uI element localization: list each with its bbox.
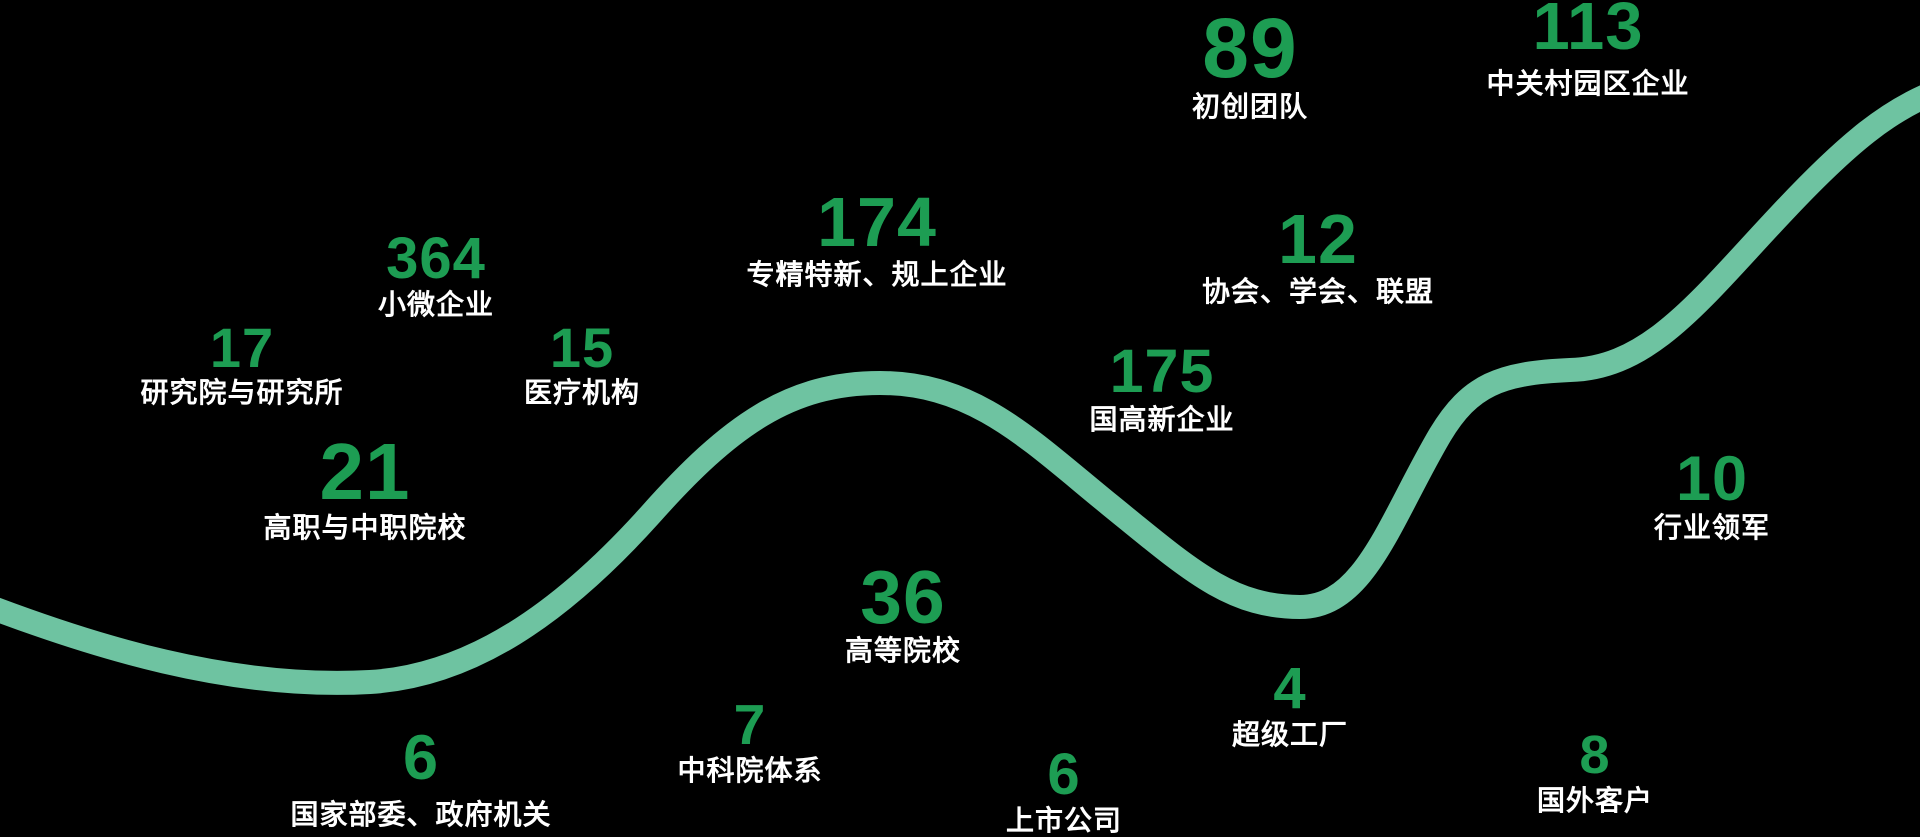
stat-item-vocational-colleges: 21 高职与中职院校 (263, 427, 467, 544)
stat-label: 高职与中职院校 (263, 512, 467, 544)
stat-value: 6 (1047, 742, 1081, 807)
stat-value: 12 (1278, 200, 1358, 278)
stat-value: 364 (386, 226, 486, 291)
stat-label: 小微企业 (377, 289, 495, 321)
stat-label: 超级工厂 (1231, 719, 1349, 751)
stat-label: 国外客户 (1536, 784, 1654, 816)
stat-label: 高等院校 (844, 635, 962, 666)
stat-item-ministries-government-agencies: 6 国家部委、政府机关 (290, 723, 552, 831)
stat-value: 10 (1675, 444, 1749, 514)
stat-item-national-high-tech-enterprises: 175 国高新企业 (1089, 337, 1235, 435)
stat-label: 协会、学会、联盟 (1201, 275, 1435, 307)
stat-label: 初创团队 (1191, 90, 1309, 122)
stat-item-overseas-clients: 8 国外客户 (1536, 725, 1654, 816)
stat-item-higher-education-institutions: 36 高等院校 (844, 555, 962, 667)
stat-value: 175 (1109, 337, 1215, 405)
stat-item-specialized-new-above-scale-enterprises: 174 专精特新、规上企业 (746, 183, 1008, 290)
stat-item-medical-institutions: 15 医疗机构 (523, 316, 641, 409)
stat-label: 行业领军 (1653, 512, 1771, 544)
stat-item-super-factories: 4 超级工厂 (1231, 656, 1349, 751)
stat-value: 17 (209, 316, 275, 379)
stat-label: 国家部委、政府机关 (290, 799, 552, 831)
stat-value: 21 (319, 427, 411, 516)
stat-item-listed-companies: 6 上市公司 (1005, 742, 1123, 837)
stat-value: 15 (549, 316, 615, 379)
stat-label: 上市公司 (1005, 805, 1123, 837)
stat-label: 医疗机构 (523, 377, 641, 409)
stat-label: 研究院与研究所 (140, 377, 344, 409)
stat-item-zhongguancun-park-enterprises: 113 中关村园区企业 (1486, 0, 1689, 100)
stat-value: 8 (1579, 725, 1611, 785)
stat-label: 中科院体系 (677, 755, 823, 787)
stat-item-research-institutes: 17 研究院与研究所 (140, 316, 344, 409)
stat-label: 国高新企业 (1089, 403, 1235, 435)
stat-value: 36 (860, 555, 946, 639)
stat-value: 113 (1532, 0, 1644, 64)
stat-item-small-micro-enterprises: 364 小微企业 (377, 226, 495, 321)
stat-item-cas-system: 7 中科院体系 (677, 693, 823, 787)
stat-value: 6 (402, 723, 440, 793)
stat-value: 89 (1202, 1, 1298, 95)
stat-value: 4 (1273, 656, 1307, 721)
stat-item-associations-societies-alliances: 12 协会、学会、联盟 (1201, 200, 1435, 307)
stat-value: 7 (733, 693, 767, 757)
stat-item-startup-teams: 89 初创团队 (1191, 1, 1309, 123)
stat-label: 专精特新、规上企业 (746, 258, 1008, 290)
stat-value: 174 (817, 183, 937, 261)
stat-label: 中关村园区企业 (1486, 67, 1690, 99)
stat-item-industry-leaders: 10 行业领军 (1653, 444, 1771, 544)
wave-path (0, 85, 1920, 695)
